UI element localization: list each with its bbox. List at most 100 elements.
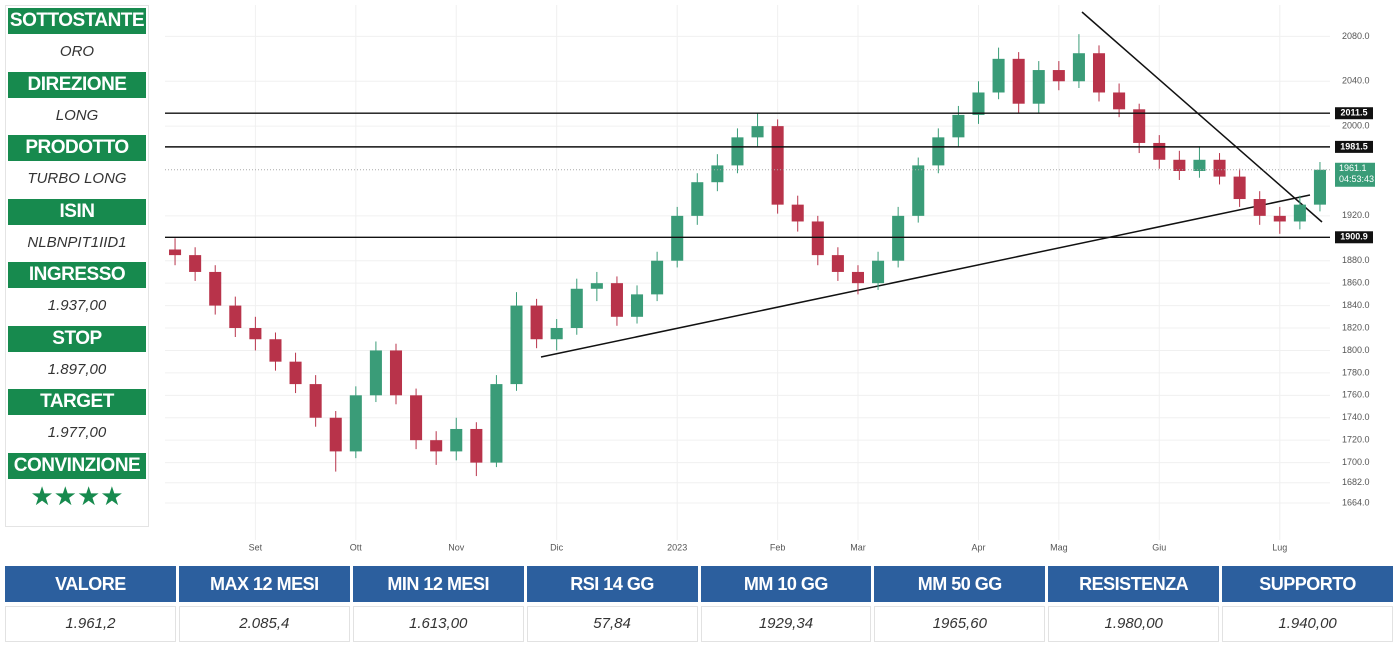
candle-body: [671, 215, 684, 261]
candle-body: [189, 255, 202, 272]
candle-body: [229, 305, 242, 329]
candle-body: [791, 204, 804, 222]
table-header: MAX 12 MESI: [178, 566, 350, 602]
table-header: VALORE: [5, 566, 176, 602]
panel-value: ORO: [59, 43, 95, 60]
panel-label: INGRESSO: [8, 262, 146, 288]
panel-value: ★★★★: [30, 480, 124, 511]
y-tick-label: 2080.0: [1342, 31, 1370, 41]
x-tick-label: Ott: [350, 542, 363, 552]
x-tick-label: Giu: [1152, 542, 1166, 552]
last-price-box: [1335, 162, 1375, 187]
candle-body: [972, 92, 985, 115]
signal-panel: SOTTOSTANTE ORO DIREZIONE LONG PRODOTTO TURBO…: [5, 5, 149, 527]
panel-label: SOTTOSTANTE: [8, 8, 146, 34]
x-tick-label: Dic: [550, 542, 563, 552]
candle-body: [691, 182, 704, 216]
candle-body: [992, 58, 1005, 93]
panel-value: 1.937,00: [47, 297, 107, 314]
candle-body: [811, 221, 824, 256]
x-tick-label: Mag: [1050, 542, 1068, 552]
panel-value: TURBO LONG: [27, 170, 127, 187]
y-tick-label: 1860.0: [1342, 278, 1370, 288]
table-header: MM 10 GG: [700, 566, 872, 602]
candle-body: [490, 384, 503, 463]
chart: 2080.0 2040.0 2000.0 1920.0 1880.0 1860.0 1840…: [165, 5, 1375, 552]
panel-label: PRODOTTO: [8, 135, 146, 161]
table-header: MM 50 GG: [874, 566, 1046, 602]
candle-body: [309, 384, 322, 418]
table-value: 1.613,00: [352, 606, 524, 642]
x-tick-label: Apr: [971, 542, 985, 552]
y-tick-label: 1920.0: [1342, 210, 1370, 220]
candle-body: [510, 305, 523, 385]
candle-body: [1213, 159, 1226, 177]
table-value: 57,84: [526, 606, 698, 642]
candle-body: [550, 328, 563, 340]
level-label: 1900.9: [1340, 232, 1368, 242]
candle-body: [771, 126, 784, 205]
candle-body: [530, 305, 543, 340]
x-tick-label: Nov: [448, 542, 465, 552]
level-label-box: [1335, 231, 1373, 244]
level-label: 2011.5: [1340, 108, 1367, 118]
y-tick-label: 1780.0: [1342, 367, 1370, 377]
candle-body: [1273, 215, 1286, 222]
candle-body: [651, 260, 664, 295]
table-value: 1965,60: [874, 606, 1046, 642]
candle-body: [751, 126, 764, 138]
candle-body: [932, 137, 945, 166]
candle-body: [1153, 142, 1166, 160]
table-header: MIN 12 MESI: [352, 566, 524, 602]
x-tick-label: Lug: [1272, 542, 1287, 552]
stats-table: VALORE MAX 12 MESI MIN 12 MESI RSI 14 GG MM …: [5, 566, 1393, 642]
table-value: 1.940,00: [1222, 606, 1393, 642]
candle-body: [1032, 70, 1045, 104]
candle-body: [711, 165, 724, 183]
y-tick-label: 2000.0: [1342, 121, 1370, 131]
candle-body: [1253, 199, 1266, 216]
y-tick-label: 1682.0: [1342, 477, 1370, 487]
countdown-label: 04:53:43: [1339, 174, 1374, 184]
y-tick-label: 1760.0: [1342, 390, 1370, 400]
y-tick-label: 1740.0: [1342, 412, 1370, 422]
candle-body: [831, 255, 844, 272]
panel-value: LONG: [55, 106, 99, 124]
candle-body: [410, 395, 423, 441]
candle-body: [872, 260, 885, 284]
candle-body: [570, 288, 583, 329]
x-tick-label: 2023: [667, 542, 687, 552]
panel-label: TARGET: [8, 389, 146, 415]
candle-body: [731, 137, 744, 166]
y-tick-label: 1664.0: [1342, 497, 1370, 507]
candle-body: [289, 361, 302, 385]
level-label-box: [1335, 107, 1373, 120]
level-label-box: [1335, 140, 1373, 153]
table-header: RSI 14 GG: [526, 566, 698, 602]
candle-body: [1012, 58, 1025, 104]
x-tick-label: Set: [249, 542, 263, 552]
candle-body: [1072, 53, 1085, 82]
x-tick-label: Feb: [770, 542, 786, 552]
trend-line: [540, 194, 1311, 358]
candle-body: [1092, 53, 1106, 93]
y-tick-label: 1820.0: [1342, 322, 1370, 332]
candle-body: [209, 271, 222, 306]
candle-body: [1173, 159, 1186, 171]
candle-body: [349, 395, 362, 452]
level-label: 1981.5: [1340, 141, 1368, 151]
candle-body: [329, 417, 342, 452]
candle-body: [1052, 70, 1065, 82]
table-value: 1929,34: [700, 606, 872, 642]
candle-body: [1133, 109, 1146, 143]
candle-body: [892, 215, 905, 261]
candle-body: [269, 339, 282, 362]
candle-body: [912, 165, 925, 216]
y-tick-label: 1840.0: [1342, 300, 1370, 310]
candle-body: [450, 428, 463, 452]
y-tick-label: 1880.0: [1342, 255, 1370, 265]
candle-body: [389, 350, 403, 396]
panel-label: STOP: [8, 325, 146, 352]
candle-body: [430, 440, 443, 452]
